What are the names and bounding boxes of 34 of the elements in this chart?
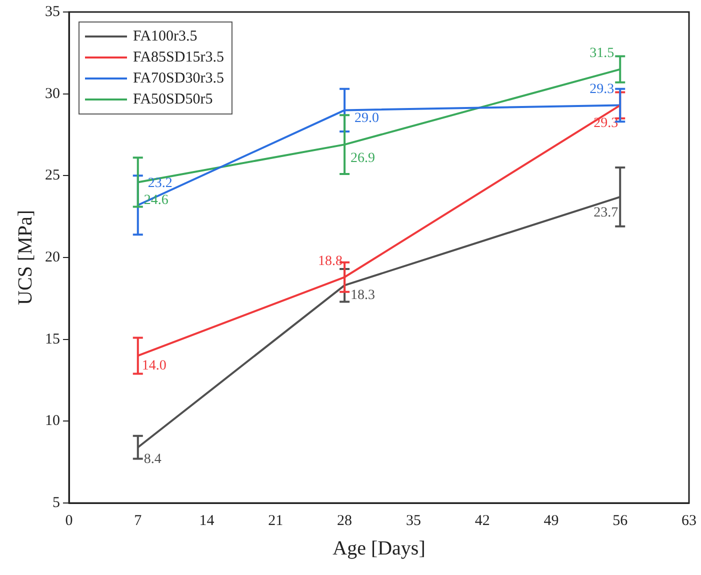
data-label: 24.6 xyxy=(144,192,168,208)
y-tick-label: 15 xyxy=(45,331,60,348)
legend-label: FA70SD30r3.5 xyxy=(133,70,224,86)
x-tick-label: 63 xyxy=(682,512,696,529)
legend-label: FA100r3.5 xyxy=(133,28,198,44)
data-label: 29.3 xyxy=(590,82,614,97)
y-tick-label: 25 xyxy=(45,168,60,184)
x-tick-label: 0 xyxy=(65,512,73,529)
legend-label: FA85SD15r3.5 xyxy=(133,49,224,66)
y-tick-label: 5 xyxy=(52,494,60,511)
data-label: 23.2 xyxy=(148,176,172,191)
x-tick-label: 14 xyxy=(199,512,215,529)
y-tick-label: 35 xyxy=(45,4,60,20)
y-tick-label: 30 xyxy=(45,86,60,102)
y-tick-label: 10 xyxy=(45,413,60,430)
x-tick-label: 21 xyxy=(268,512,284,529)
data-label: 29.0 xyxy=(354,110,380,126)
data-label: 14.0 xyxy=(142,358,166,374)
x-tick-label: 7 xyxy=(134,512,142,529)
data-label: 18.8 xyxy=(318,254,343,269)
x-axis-title: Age [Days] xyxy=(332,537,426,560)
data-label: 23.7 xyxy=(594,206,618,221)
x-tick-label: 35 xyxy=(406,512,421,529)
x-tick-label: 56 xyxy=(612,512,628,529)
y-axis-title: UCS [MPa] xyxy=(14,210,36,306)
y-tick-label: 20 xyxy=(45,249,60,266)
data-label: 26.9 xyxy=(350,151,376,166)
data-label: 8.4 xyxy=(144,452,162,468)
data-label: 31.5 xyxy=(590,46,614,61)
data-label: 18.3 xyxy=(350,288,376,303)
x-tick-label: 28 xyxy=(337,512,352,529)
x-tick-label: 42 xyxy=(474,512,490,529)
x-tick-label: 49 xyxy=(544,512,559,529)
legend-label: FA50SD50r5 xyxy=(133,91,213,108)
